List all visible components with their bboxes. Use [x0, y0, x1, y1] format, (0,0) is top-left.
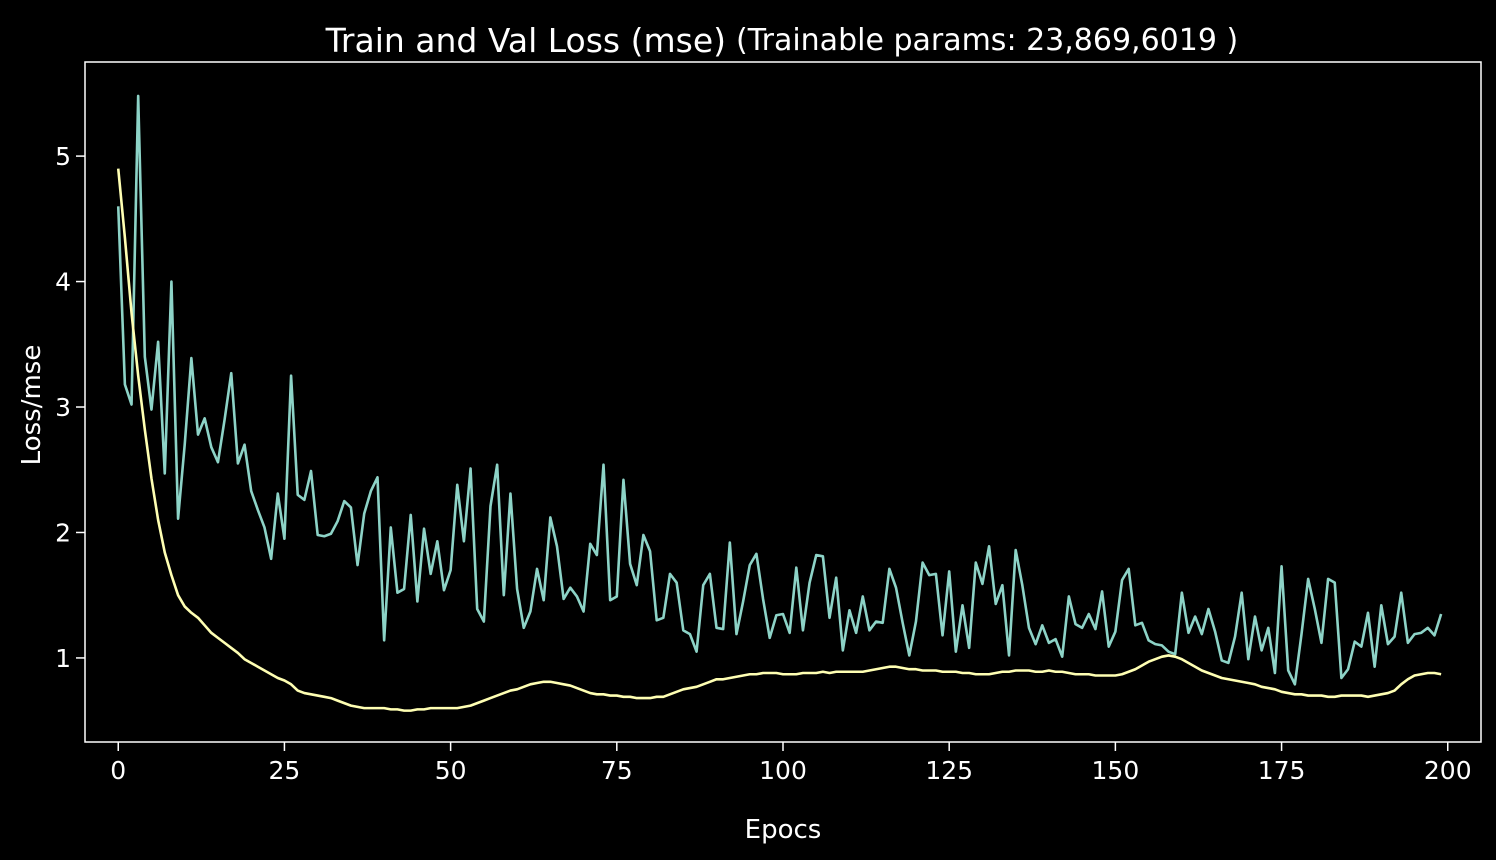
chart-subtitle: (Trainable params: 23,869,6019 ): [736, 23, 1238, 58]
x-tick-label: 125: [925, 756, 973, 785]
y-tick-label: 5: [55, 142, 71, 171]
y-axis-label: Loss/mse: [17, 345, 47, 466]
x-tick-label: 150: [1092, 756, 1140, 785]
y-tick-label: 3: [55, 393, 71, 422]
x-tick-label: 75: [601, 756, 633, 785]
plot-area: [116, 94, 1443, 712]
x-tick-label: 200: [1424, 756, 1472, 785]
train-loss-line: [116, 94, 1443, 686]
chart-title: Train and Val Loss (mse): [325, 21, 726, 60]
y-tick-label: 2: [55, 518, 71, 547]
y-axis: 1 2 3 4 5: [55, 142, 85, 673]
x-tick-label: 100: [759, 756, 807, 785]
x-axis-label: Epocs: [745, 815, 822, 845]
x-axis: 0 25 50 75 100 125 150 175 200: [110, 742, 1472, 785]
val-loss-line: [116, 168, 1442, 712]
y-tick-label: 4: [55, 268, 71, 297]
x-tick-label: 25: [269, 756, 301, 785]
x-tick-label: 50: [435, 756, 467, 785]
x-tick-label: 175: [1258, 756, 1306, 785]
x-tick-label: 0: [110, 756, 126, 785]
y-tick-label: 1: [55, 644, 71, 673]
